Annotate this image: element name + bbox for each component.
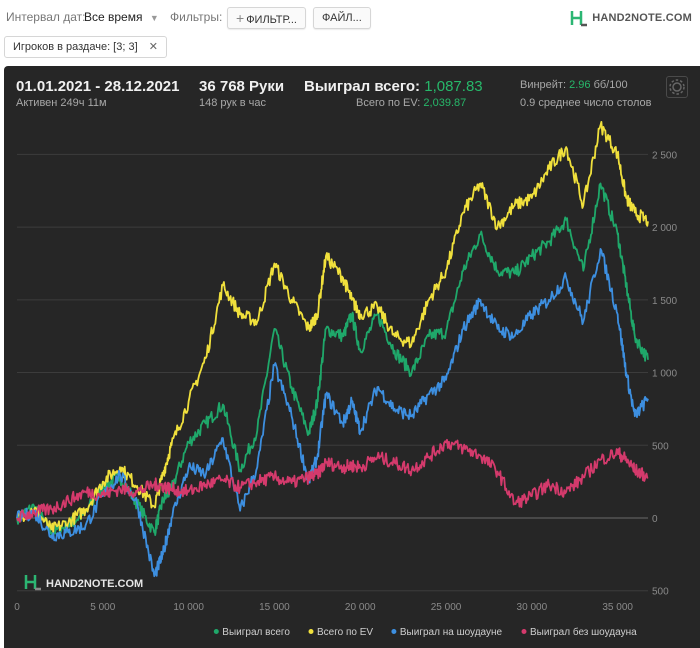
x-tick-label: 25 000 xyxy=(431,602,462,613)
plus-icon: + xyxy=(236,10,245,26)
legend-dot xyxy=(213,629,219,634)
chart-grid xyxy=(17,153,648,592)
y-tick-label: 2 500 xyxy=(652,150,677,161)
won-value: 1,087.83 xyxy=(424,78,483,95)
y-tick-label: 500 xyxy=(652,587,669,598)
interval-label: Интервал дат: xyxy=(6,10,86,24)
interval-value: Все время xyxy=(84,10,143,24)
chart-lines xyxy=(16,121,649,578)
legend-dot xyxy=(391,629,397,634)
series-line-no_showdown xyxy=(16,438,649,523)
close-icon[interactable]: ✕ xyxy=(148,41,158,53)
settings-button[interactable] xyxy=(666,76,688,98)
winrate-label: Винрейт: xyxy=(520,79,567,91)
legend-label: Выиграл без шоудауна xyxy=(530,626,637,638)
x-tick-label: 20 000 xyxy=(345,602,376,613)
won-label: Выиграл всего: xyxy=(304,78,421,95)
y-tick-label: 0 xyxy=(652,514,658,525)
gear-icon xyxy=(669,79,685,95)
chart-legend: Выиграл без шоудауна Выиграл на шоудауне В… xyxy=(213,626,637,638)
watermark-text: HAND2NOTE.COM xyxy=(46,578,143,590)
active-time: Активен 249ч 11м xyxy=(16,97,107,109)
x-tick-label: 15 000 xyxy=(259,602,290,613)
winrate-unit: бб/100 xyxy=(593,79,628,91)
legend-label: Всего по EV xyxy=(317,627,373,638)
winrate: Винрейт: 2.96 бб/100 xyxy=(520,79,628,91)
legend-dot xyxy=(308,629,314,634)
legend-label: Выиграл всего xyxy=(222,627,290,638)
toolbar: Интервал дат: Все время ▼ Фильтры: + ФИЛЬ… xyxy=(0,0,700,36)
hand2note-logo: HAND2NOTE.COM xyxy=(570,8,692,28)
date-range: 01.01.2021 - 28.12.2021 xyxy=(16,78,180,95)
series-line-ev xyxy=(16,121,649,534)
add-filter-button[interactable]: + ФИЛЬТР... xyxy=(227,7,306,29)
chart-watermark: HAND2NOTE.COM xyxy=(24,575,143,591)
series-line-showdown xyxy=(16,247,649,578)
players-filter-chip[interactable]: Игроков в раздаче: [3; 3] ✕ xyxy=(4,36,167,58)
legend-dot xyxy=(521,629,527,634)
h-logo-icon xyxy=(570,11,588,27)
winrate-value: 2.96 xyxy=(569,79,591,91)
y-tick-label: 1 500 xyxy=(652,296,677,307)
y-tick-label: 2 000 xyxy=(652,223,677,234)
x-tick-label: 35 000 xyxy=(602,602,633,613)
chevron-down-icon: ▼ xyxy=(149,13,159,23)
filters-label: Фильтры: xyxy=(170,10,223,24)
series-line-won xyxy=(16,182,649,538)
graph-panel: 01.01.2021 - 28.12.2021 Активен 249ч 11м… xyxy=(4,66,700,648)
hands-per-hour: 148 рук в час xyxy=(199,97,267,109)
x-tick-label: 30 000 xyxy=(517,602,548,613)
ev-value: 2,039.87 xyxy=(423,97,467,109)
add-filter-label: ФИЛЬТР... xyxy=(246,14,297,26)
legend-label: Выиграл на шоудауне xyxy=(400,627,503,638)
hands-count: 36 768 Руки xyxy=(199,78,285,95)
ev-label: Всего по EV: xyxy=(356,97,421,109)
interval-select[interactable]: Все время ▼ xyxy=(84,10,159,24)
file-button-label: ФАЙЛ... xyxy=(322,12,362,24)
watermark-logo-icon xyxy=(24,575,37,589)
chip-label: Игроков в раздаче: [3; 3] xyxy=(13,41,138,53)
y-axis-ticks: 2 500 2 000 1 500 1 000 500 0 500 xyxy=(652,150,677,597)
ev-total: Всего по EV: 2,039.87 xyxy=(356,97,466,109)
x-tick-label: 5 000 xyxy=(90,602,115,613)
x-axis-ticks: 0 5 000 10 000 15 000 20 000 25 000 30 000 35 0… xyxy=(14,602,633,613)
y-tick-label: 1 000 xyxy=(652,369,677,380)
y-tick-label: 500 xyxy=(652,441,669,452)
file-button[interactable]: ФАЙЛ... xyxy=(313,7,371,29)
logo-text: HAND2NOTE.COM xyxy=(592,12,692,24)
won-total: Выиграл всего: 1,087.83 xyxy=(304,78,483,95)
avg-tables: 0.9 среднее число столов xyxy=(520,97,652,109)
x-tick-label: 10 000 xyxy=(173,602,204,613)
x-tick-label: 0 xyxy=(14,602,20,613)
